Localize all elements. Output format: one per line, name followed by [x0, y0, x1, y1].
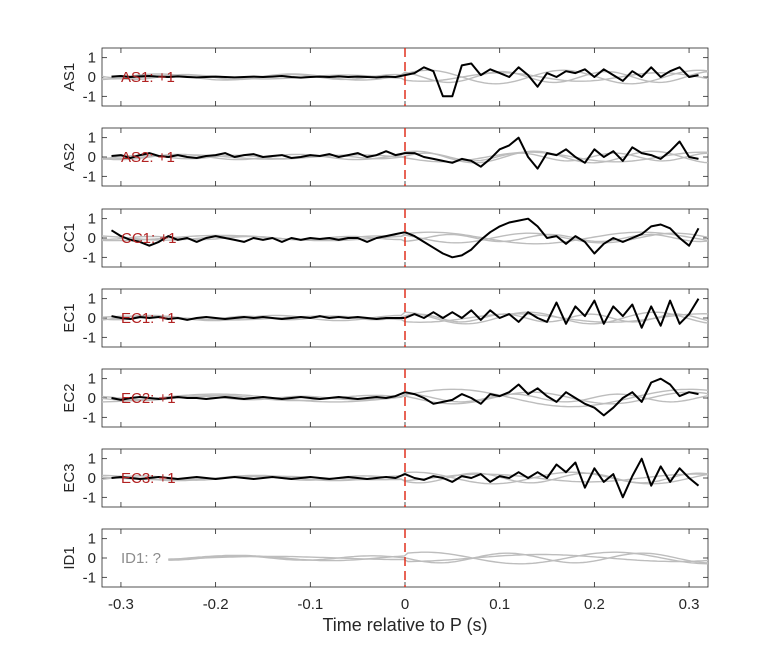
y-tick-label: 0 [88, 230, 96, 247]
y-axis-label: CC1 [61, 223, 78, 253]
panel-ec2: -1 0 1 EC2 EC2: +1 [61, 368, 709, 428]
y-tick-label: 1 [88, 50, 96, 67]
y-axis-label: AS1 [61, 63, 78, 91]
y-tick-label: 0 [88, 149, 96, 166]
x-tick-label: 0 [401, 596, 409, 613]
y-axis-label: ID1 [61, 546, 78, 569]
gray-trace [102, 393, 708, 403]
y-tick-label: 0 [88, 470, 96, 487]
x-tick-label: 0.2 [584, 596, 605, 613]
traces [102, 62, 708, 98]
panel-id1: -1 0 1 ID1 ID1: ? [61, 528, 709, 588]
black-trace [111, 136, 699, 170]
y-tick-label: 0 [88, 69, 96, 86]
panel-label: AS2: +1 [121, 149, 175, 166]
panel-as2: -1 0 1 AS2 AS2: +1 [61, 127, 709, 187]
x-tick-label: -0.2 [203, 596, 229, 613]
panel-as1: -1 0 1 AS1 AS1: +1 [61, 47, 709, 107]
y-tick-label: 1 [88, 291, 96, 308]
y-tick-label: -1 [83, 569, 96, 586]
x-tick-label: -0.3 [108, 596, 134, 613]
black-trace [111, 457, 700, 499]
gray-trace [168, 553, 708, 563]
y-tick-label: 1 [88, 211, 96, 228]
y-tick-label: 0 [88, 550, 96, 567]
gray-trace [102, 231, 708, 245]
black-trace [111, 377, 699, 417]
y-tick-label: 0 [88, 390, 96, 407]
x-axis-label: Time relative to P (s) [322, 615, 487, 635]
panel-label: CC1: +1 [121, 230, 176, 247]
y-axis-label: AS2 [61, 143, 78, 171]
gray-trace [102, 69, 708, 85]
black-trace [110, 217, 700, 259]
black-trace [111, 62, 699, 98]
y-tick-label: -1 [83, 249, 96, 266]
y-tick-label: -1 [83, 489, 96, 506]
panel-label: ID1: ? [121, 550, 161, 567]
y-axis-label: EC1 [61, 303, 78, 332]
x-tick-label: 0.3 [679, 596, 700, 613]
y-tick-label: -1 [83, 168, 96, 185]
y-tick-label: -1 [83, 88, 96, 105]
y-tick-label: 0 [88, 310, 96, 327]
y-tick-label: -1 [83, 329, 96, 346]
y-axis-label: EC3 [61, 463, 78, 492]
traces [102, 217, 708, 259]
panel-ec1: -1 0 1 EC1 EC1: +1 [61, 288, 709, 348]
traces [168, 551, 708, 565]
y-tick-label: -1 [83, 409, 96, 426]
y-tick-label: 1 [88, 531, 96, 548]
panel-label: EC1: +1 [121, 310, 176, 327]
y-tick-label: 1 [88, 371, 96, 388]
x-tick-label: -0.1 [297, 596, 323, 613]
panel-label: AS1: +1 [121, 69, 175, 86]
x-tick-label: 0.1 [489, 596, 510, 613]
y-axis-label: EC2 [61, 383, 78, 412]
y-tick-label: 1 [88, 451, 96, 468]
traces [102, 136, 708, 170]
panel-label: EC3: +1 [121, 470, 176, 487]
traces [102, 377, 708, 417]
y-tick-label: 1 [88, 130, 96, 147]
panel-cc1: -1 0 1 CC1 CC1: +1 [61, 208, 709, 268]
panel-ec3: -1 0 1 EC3 EC3: +1 [61, 448, 709, 508]
gray-trace [168, 552, 708, 564]
panel-label: EC2: +1 [121, 390, 176, 407]
